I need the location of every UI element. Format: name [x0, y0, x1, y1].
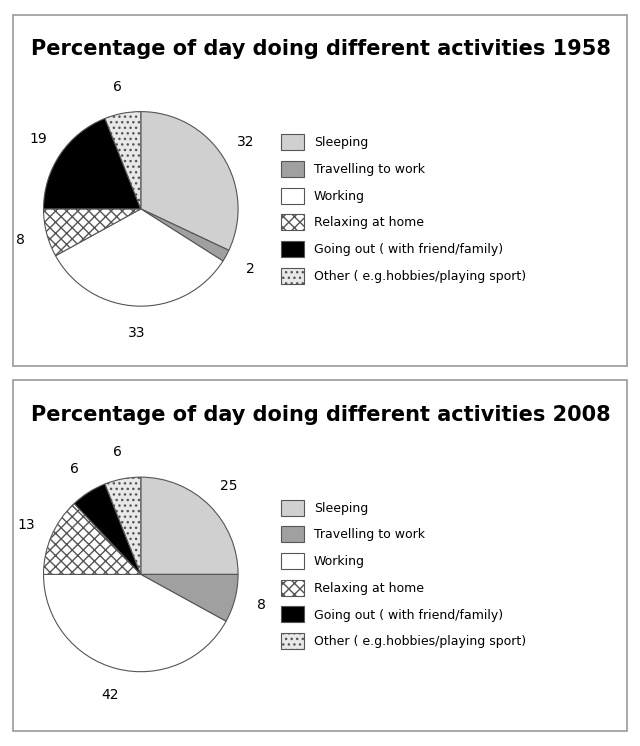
Wedge shape	[141, 209, 229, 261]
Text: 8: 8	[16, 233, 24, 247]
Text: 2: 2	[246, 262, 254, 276]
Wedge shape	[105, 477, 141, 574]
Legend: Sleeping, Travelling to work, Working, Relaxing at home, Going out ( with friend: Sleeping, Travelling to work, Working, R…	[282, 500, 526, 649]
Wedge shape	[56, 209, 223, 306]
Wedge shape	[44, 209, 141, 256]
Text: 6: 6	[70, 463, 79, 476]
Text: 42: 42	[101, 688, 118, 702]
Text: 25: 25	[220, 480, 237, 493]
Text: 33: 33	[128, 326, 146, 340]
Text: Percentage of day doing different activities 2008: Percentage of day doing different activi…	[31, 405, 611, 424]
Text: 6: 6	[113, 445, 122, 459]
Text: 13: 13	[18, 518, 35, 532]
Text: 19: 19	[29, 132, 47, 146]
Text: 8: 8	[257, 598, 266, 612]
Text: Percentage of day doing different activities 1958: Percentage of day doing different activi…	[31, 40, 611, 59]
Wedge shape	[105, 112, 141, 209]
Wedge shape	[44, 574, 226, 671]
Text: 32: 32	[237, 135, 255, 149]
Wedge shape	[44, 119, 141, 209]
Wedge shape	[44, 504, 141, 574]
Wedge shape	[141, 112, 238, 251]
Wedge shape	[141, 574, 238, 621]
Wedge shape	[141, 477, 238, 574]
Wedge shape	[74, 484, 141, 574]
Legend: Sleeping, Travelling to work, Working, Relaxing at home, Going out ( with friend: Sleeping, Travelling to work, Working, R…	[282, 134, 526, 283]
Text: 6: 6	[113, 80, 122, 93]
